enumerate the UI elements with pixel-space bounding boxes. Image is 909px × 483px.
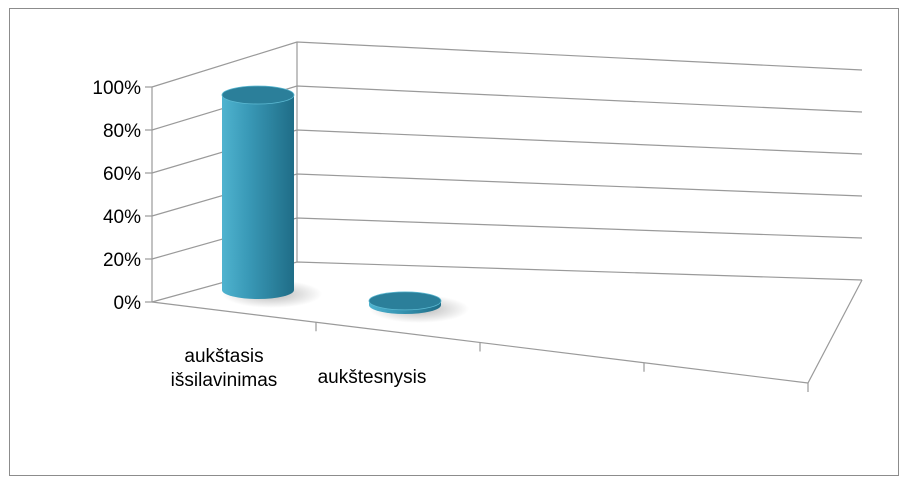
bar-0-body (222, 95, 294, 299)
bar-1 (368, 291, 469, 323)
bar-0 (221, 85, 322, 308)
gridline-100 (151, 41, 863, 88)
x-tick-label-0: aukštasis išsilavinimas (171, 346, 278, 391)
y-tick-label-0: 0% (114, 293, 142, 314)
axes (151, 87, 809, 392)
y-tick-label-80: 80% (103, 121, 141, 142)
y-axis-ticks: 0% 20% 40% 60% 80% 100% (92, 78, 152, 314)
chart-frame (9, 8, 899, 476)
y-tick-label-60: 60% (103, 164, 141, 185)
y-tick-label-40: 40% (103, 207, 141, 228)
gridlines (151, 41, 863, 384)
y-tick-label-100: 100% (92, 78, 141, 99)
bars (221, 85, 469, 323)
x-tick-label-1: aukštesnysis (318, 367, 427, 388)
bar-1-top (368, 291, 442, 311)
floor-right-edge (807, 279, 863, 384)
bar-0-top (221, 85, 295, 105)
y-tick-label-20: 20% (103, 250, 141, 271)
x-axis-labels: aukštasis išsilavinimas aukštesnysis (171, 346, 427, 391)
